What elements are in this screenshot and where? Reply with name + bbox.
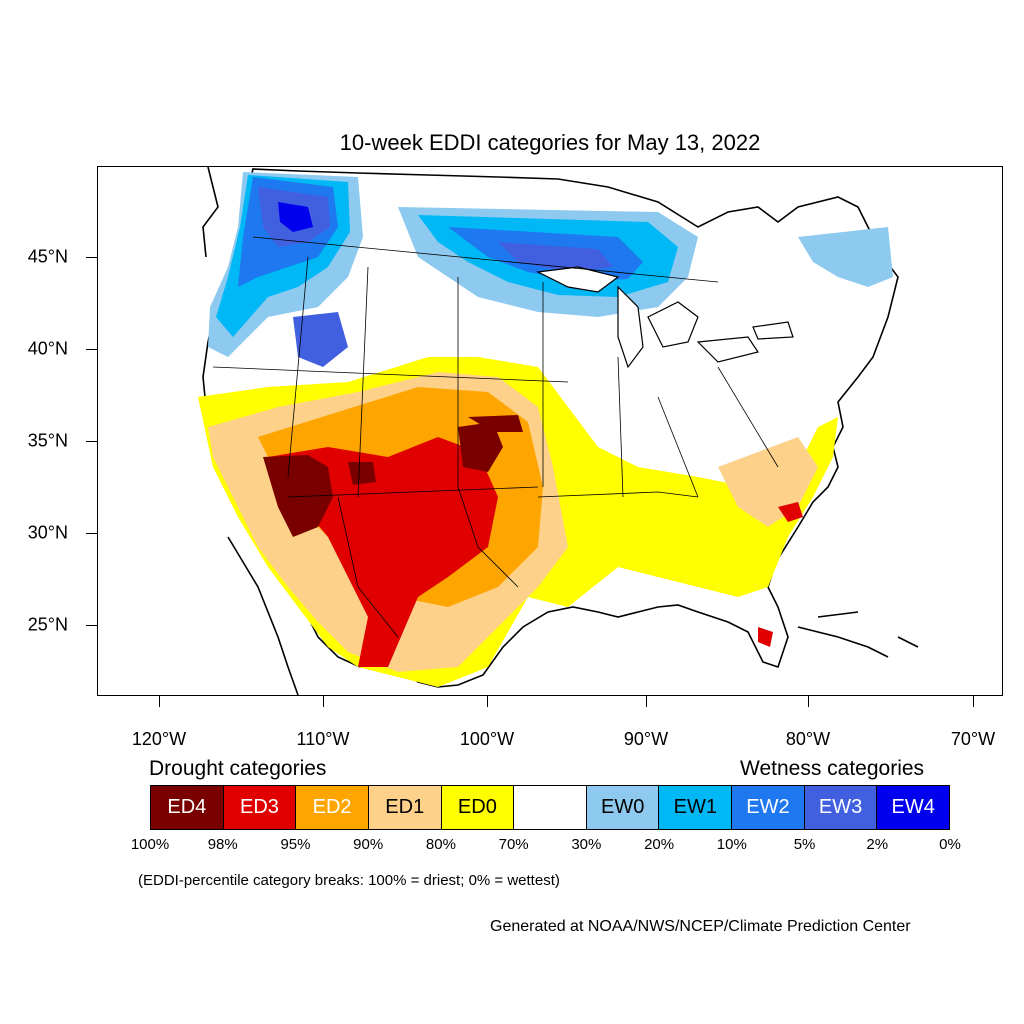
lon-tick [973,696,974,707]
wet-ew3-northwest [258,187,348,367]
wet-ew0-northeast [798,227,893,287]
percent-break-label: 70% [498,836,529,853]
legend-cell-ew3: EW3 [804,786,878,829]
percent-break-label: 0% [939,836,961,853]
lat-label-30: 30°N [27,522,68,543]
wet-ew3-north-central [498,242,613,272]
lon-label-70: 70°W [950,729,996,749]
legend-cell-ed4: ED4 [151,786,224,829]
legend-cell-ew4: EW4 [877,786,950,829]
wet-ew4-northwest [278,202,313,232]
legend-cell-ed1: ED1 [368,786,442,829]
dry-ed3-southeast [758,502,803,647]
percent-break-label: 100% [130,836,170,853]
map-title: 10-week EDDI categories for May 13, 2022 [339,130,761,155]
legend-cell-ew1: EW1 [659,786,733,829]
percent-break-label: 10% [716,836,747,853]
lat-label-40: 40°N [27,338,68,359]
category-note: (EDDI-percentile category breaks: 100% =… [138,872,560,889]
percent-break-label: 30% [571,836,602,853]
percent-break-label: 80% [425,836,456,853]
great-lakes [535,266,794,369]
lon-tick [646,696,647,707]
lat-tick [86,625,97,626]
lat-label-35: 35°N [27,430,68,451]
dry-ed4-arizona [263,455,333,537]
percent-break-label: 98% [207,836,238,853]
lat-tick [86,533,97,534]
legend-cell-ed3: ED3 [223,786,297,829]
legend-cell-ed2: ED2 [296,786,369,829]
lon-tick [323,696,324,707]
lat-label-25: 25°N [27,614,68,635]
international-borders [202,167,919,695]
lon-label-110: 110°W [296,729,350,749]
lon-label-80: 80°W [785,729,831,749]
lon-tick [808,696,809,707]
lat-tick [86,441,97,442]
legend-cell-neutral [514,786,587,829]
lon-label-120: 120°W [131,729,187,749]
percent-break-label: 95% [280,836,311,853]
dry-ed4-kansas [458,415,523,472]
lon-tick [159,696,160,707]
state-boundaries [212,236,779,638]
percent-break-label: 20% [644,836,675,853]
lat-tick [86,349,97,350]
percent-break-label: 90% [353,836,384,853]
eddi-map [198,167,919,695]
drought-heading: Drought categories [149,757,327,780]
percent-break-label: 2% [866,836,889,853]
wetness-heading: Wetness categories [740,757,925,780]
legend-cell-ew2: EW2 [732,786,805,829]
map-panel [97,166,1003,696]
percent-break-label: 5% [793,836,816,853]
lon-label-90: 90°W [623,729,669,749]
lon-tick [487,696,488,707]
legend-cell-ew0: EW0 [586,786,660,829]
credit-line: Generated at NOAA/NWS/NCEP/Climate Predi… [490,918,911,935]
legend-cell-ed0: ED0 [441,786,515,829]
dry-ed4-newmexico [348,462,376,485]
lon-label-100: 100°W [459,729,515,749]
lat-label-45: 45°N [27,246,68,267]
category-legend-bar: ED4 ED3 ED2 ED1 ED0 EW0 EW1 EW2 EW3 EW4 [150,785,950,830]
lat-tick [86,257,97,258]
